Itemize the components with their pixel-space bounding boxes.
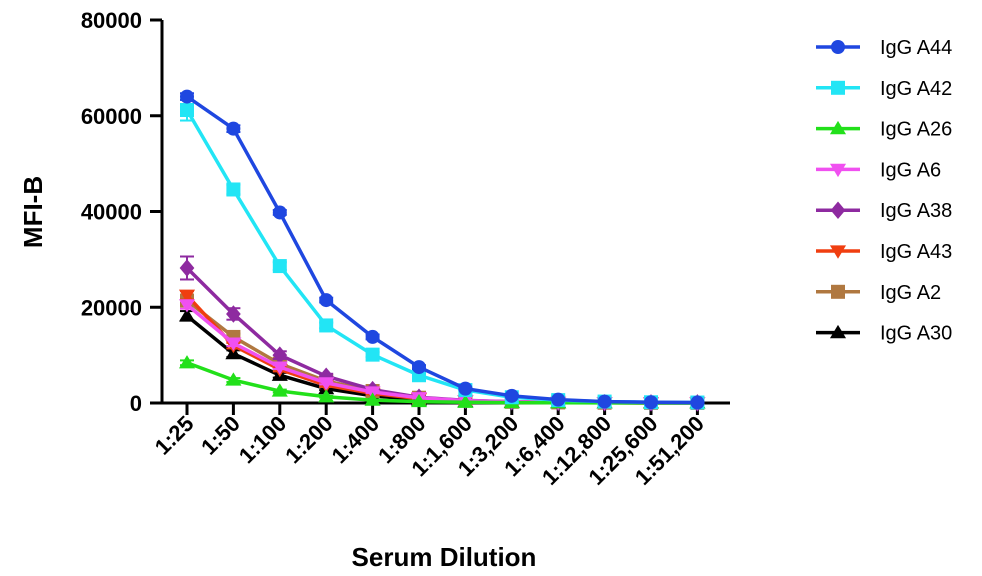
x-tick-label: 1:100 xyxy=(234,411,291,468)
legend-label: IgG A42 xyxy=(880,78,952,100)
legend-marker xyxy=(829,245,847,259)
legend-item: IgG A42 xyxy=(816,78,952,100)
y-tick-label: 40000 xyxy=(81,200,142,225)
series-igg-a42 xyxy=(180,98,705,410)
data-point xyxy=(412,360,426,375)
series-igg-a44 xyxy=(180,89,705,410)
data-point xyxy=(319,318,334,333)
legend-marker xyxy=(830,201,846,219)
data-point xyxy=(180,103,194,118)
series-igg-a38 xyxy=(179,255,705,412)
legend: IgG A44 IgG A42 IgG A26 IgG A6 IgG A38 IgG A4… xyxy=(816,37,952,345)
data-point xyxy=(178,355,196,369)
series-layer xyxy=(178,89,706,412)
legend-marker xyxy=(829,324,847,339)
legend-item: IgG A38 xyxy=(816,200,952,222)
data-point xyxy=(271,361,288,375)
legend-marker xyxy=(829,120,847,135)
y-tick-label: 60000 xyxy=(81,104,142,129)
data-point xyxy=(364,392,381,406)
data-point xyxy=(272,259,287,274)
data-point xyxy=(178,299,196,313)
y-axis-title: MFI-B xyxy=(18,176,48,248)
data-point xyxy=(180,89,194,104)
x-ticks: 1:251:501:1001:2001:4001:8001:1,6001:3,2… xyxy=(150,403,709,490)
legend-item: IgG A2 xyxy=(816,282,941,304)
legend-label: IgG A38 xyxy=(880,200,952,222)
x-tick-label: 1:200 xyxy=(280,411,337,468)
legend-marker xyxy=(831,80,845,95)
data-point xyxy=(458,381,473,396)
legend-marker xyxy=(829,163,847,178)
series-igg-a6 xyxy=(178,299,706,411)
series-line xyxy=(186,95,698,405)
data-point xyxy=(318,377,335,391)
data-point xyxy=(272,205,287,220)
legend-label: IgG A2 xyxy=(880,282,941,304)
data-point xyxy=(178,289,196,303)
legend-item: IgG A26 xyxy=(816,119,952,141)
legend-label: IgG A44 xyxy=(880,37,952,59)
series-igg-a2 xyxy=(180,293,705,410)
x-tick-label: 1:400 xyxy=(327,411,384,468)
data-point xyxy=(226,182,241,197)
legend-label: IgG A26 xyxy=(880,119,952,141)
legend-marker xyxy=(831,284,845,299)
data-point xyxy=(318,389,335,403)
data-point xyxy=(272,346,288,364)
data-point xyxy=(271,383,288,397)
data-point xyxy=(597,394,612,409)
legend-item: IgG A43 xyxy=(816,241,952,263)
legend-label: IgG A43 xyxy=(880,241,952,263)
data-point xyxy=(225,372,242,386)
data-point xyxy=(690,395,705,410)
legend-item: IgG A30 xyxy=(816,323,952,345)
data-point xyxy=(179,259,195,277)
data-point xyxy=(226,305,241,323)
data-point xyxy=(178,308,196,322)
data-point xyxy=(410,393,428,408)
data-point xyxy=(504,388,519,403)
y-tick-label: 0 xyxy=(130,391,142,416)
legend-item: IgG A44 xyxy=(816,37,952,59)
y-tick-label: 20000 xyxy=(81,295,142,320)
data-point xyxy=(319,293,334,308)
legend-marker xyxy=(831,40,845,54)
data-point xyxy=(225,337,242,351)
data-point xyxy=(644,395,658,410)
legend-label: IgG A6 xyxy=(880,159,941,181)
data-point xyxy=(551,392,566,407)
legend-item: IgG A6 xyxy=(816,159,941,181)
data-point xyxy=(457,394,474,408)
data-point xyxy=(365,329,380,344)
legend-label: IgG A30 xyxy=(880,323,952,345)
x-axis-title: Serum Dilution xyxy=(352,542,537,572)
data-point xyxy=(365,347,380,362)
data-point xyxy=(226,121,241,136)
y-tick-label: 80000 xyxy=(81,8,142,33)
y-ticks: 0 20000 40000 60000 80000 xyxy=(81,8,162,416)
x-tick-label: 1:25 xyxy=(150,411,199,460)
